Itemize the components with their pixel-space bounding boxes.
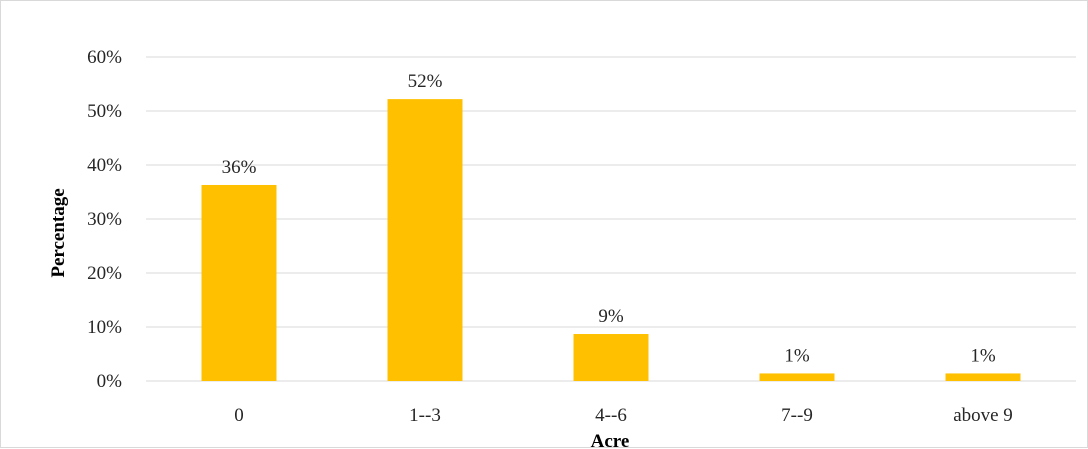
x-tick-label: 4--6 (595, 405, 627, 426)
data-label: 1% (970, 345, 996, 366)
data-label: 52% (408, 71, 443, 92)
y-tick-label: 40% (87, 155, 122, 176)
y-tick-label: 20% (87, 263, 122, 284)
x-tick-label: above 9 (953, 405, 1013, 426)
x-tick-label: 1--3 (409, 405, 441, 426)
data-labels: 36% 52% 9% 1% 1% (222, 71, 996, 366)
y-tick-label: 10% (87, 317, 122, 338)
data-label: 36% (222, 157, 257, 178)
x-axis-ticks: 0 1--3 4--6 7--9 above 9 (234, 405, 1013, 426)
data-label: 1% (784, 345, 810, 366)
y-axis-title: Percentage (48, 188, 69, 277)
x-tick-label: 0 (234, 405, 244, 426)
data-label: 9% (598, 306, 624, 327)
y-tick-label: 50% (87, 101, 122, 122)
x-tick-label: 7--9 (781, 405, 813, 426)
y-tick-label: 60% (87, 47, 122, 68)
bar-above-9 (945, 373, 1021, 381)
bars (201, 99, 1021, 382)
bar-1-3 (387, 99, 463, 382)
gridlines (146, 56, 1076, 382)
bar-0 (201, 184, 277, 381)
bar-7-9 (759, 373, 835, 381)
y-tick-label: 30% (87, 209, 122, 230)
y-tick-label: 0% (97, 371, 123, 392)
y-axis-ticks: 0% 10% 20% 30% 40% 50% 60% (87, 47, 122, 392)
bar-4-6 (573, 334, 649, 381)
x-axis-title: Acre (591, 431, 630, 449)
